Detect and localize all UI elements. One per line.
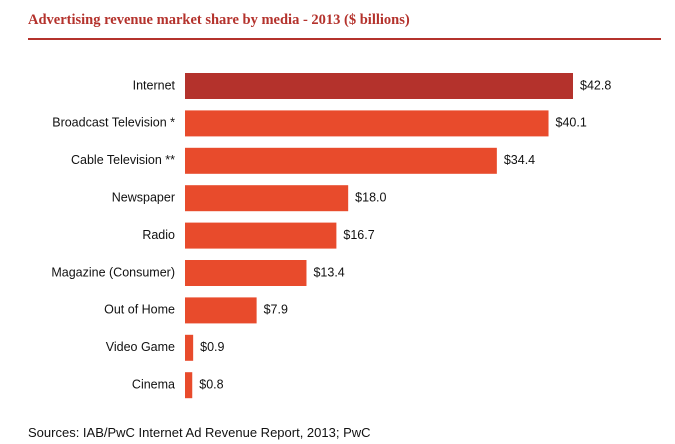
bar	[185, 372, 193, 399]
value-label: $34.4	[504, 153, 535, 167]
bar	[185, 110, 549, 137]
category-label: Cinema	[132, 377, 175, 391]
value-label: $16.7	[343, 228, 374, 242]
value-label: $0.9	[200, 340, 224, 354]
value-label: $40.1	[556, 116, 587, 130]
value-label: $42.8	[580, 78, 611, 92]
title-rule	[28, 38, 661, 40]
category-label: Broadcast Television *	[52, 116, 175, 130]
value-label: $7.9	[264, 303, 288, 317]
category-label: Newspaper	[112, 190, 175, 204]
category-label: Magazine (Consumer)	[51, 265, 175, 279]
category-label: Out of Home	[104, 303, 175, 317]
bar	[185, 334, 194, 361]
bar	[185, 147, 497, 174]
bar	[185, 297, 257, 324]
category-label: Internet	[133, 78, 176, 92]
value-label: $18.0	[355, 190, 386, 204]
source-note: Sources: IAB/PwC Internet Ad Revenue Rep…	[28, 425, 371, 440]
category-label: Video Game	[106, 340, 175, 354]
bar	[185, 185, 349, 212]
category-label: Radio	[142, 228, 175, 242]
chart-title: Advertising revenue market share by medi…	[28, 12, 410, 28]
value-label: $0.8	[199, 377, 223, 391]
bar	[185, 222, 337, 249]
bar	[185, 260, 307, 286]
value-label: $13.4	[313, 265, 344, 279]
bar	[185, 73, 573, 99]
category-label: Cable Television **	[71, 153, 175, 167]
bar-chart: Internet $42.8 Broadcast Television * $40.1…	[51, 73, 611, 399]
